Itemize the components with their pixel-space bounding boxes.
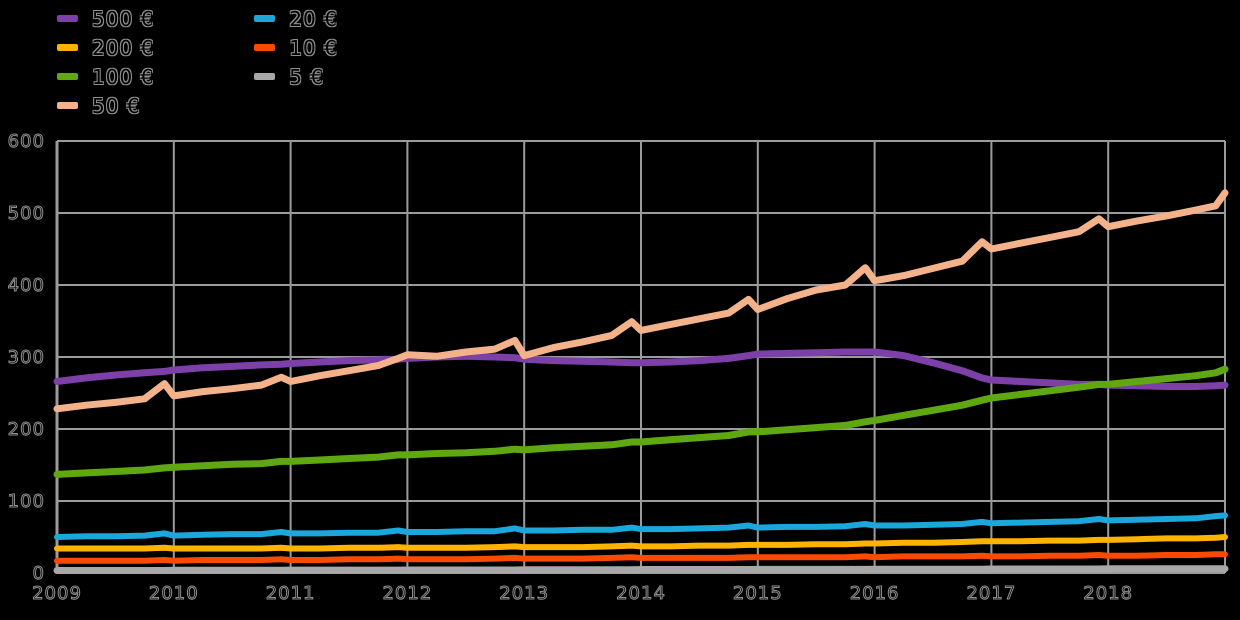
legend-swatch-500 — [57, 15, 78, 22]
legend-label-100: 100 € — [92, 64, 155, 89]
x-tick-label-2017: 2017 — [966, 583, 1016, 604]
x-tick-label-2009: 2009 — [32, 583, 82, 604]
legend-label-500: 500 € — [92, 6, 155, 31]
x-tick-label-2018: 2018 — [1083, 583, 1133, 604]
legend-label-10: 10 € — [289, 35, 338, 60]
series-line-5 — [53, 565, 1229, 574]
legend-item-50: 50 € — [57, 91, 154, 120]
series-line-10 — [54, 551, 1228, 564]
y-tick-label-500: 500 — [8, 203, 45, 224]
legend-label-200: 200 € — [92, 35, 155, 60]
x-tick-label-2013: 2013 — [499, 583, 549, 604]
axis-tick-labels: 0 100 200 300 400 500 600 2009 2010 2011 2012 2013 2… — [7, 131, 1133, 605]
series-line-20 — [54, 512, 1228, 540]
y-tick-label-400: 400 — [8, 275, 45, 296]
legend-label-20: 20 € — [289, 6, 338, 31]
legend-swatch-10 — [254, 44, 276, 51]
series-line-500 — [53, 348, 1229, 390]
series-line-200 — [54, 534, 1228, 552]
legend-swatch-5 — [254, 73, 276, 80]
series-line-50 — [53, 189, 1229, 413]
legend-item-100: 100 € — [57, 62, 154, 91]
legend-item-10: 10 € — [254, 33, 338, 62]
legend-label-5: 5 € — [289, 64, 325, 89]
legend-label-50: 50 € — [92, 93, 141, 118]
x-tick-label-2015: 2015 — [733, 583, 783, 604]
legend-column-1: 500 € 200 € 100 € 50 € — [57, 4, 154, 120]
y-tick-label-0: 0 — [33, 563, 45, 584]
legend-swatch-20 — [254, 15, 276, 22]
legend-item-200: 200 € — [57, 33, 154, 62]
legend-item-500: 500 € — [57, 4, 154, 33]
chart-legend: 500 € 200 € 100 € 50 € 20 € 10 € — [57, 4, 338, 120]
x-tick-label-2014: 2014 — [616, 583, 666, 604]
legend-swatch-100 — [57, 73, 78, 80]
y-tick-label-600: 600 — [8, 131, 45, 152]
series-line-100 — [53, 365, 1229, 478]
x-tick-label-2011: 2011 — [266, 583, 316, 604]
legend-item-20: 20 € — [254, 4, 338, 33]
x-tick-label-2012: 2012 — [382, 583, 432, 604]
legend-column-2: 20 € 10 € 5 € — [254, 4, 338, 120]
legend-item-5: 5 € — [254, 62, 338, 91]
y-tick-label-100: 100 — [8, 491, 45, 512]
legend-swatch-200 — [57, 44, 78, 51]
series-lines — [53, 189, 1229, 574]
legend-swatch-50 — [57, 102, 78, 109]
x-tick-label-2016: 2016 — [850, 583, 900, 604]
x-tick-label-2010: 2010 — [149, 583, 199, 604]
y-tick-label-200: 200 — [8, 419, 45, 440]
gridlines — [55, 140, 1226, 574]
y-tick-label-300: 300 — [8, 347, 45, 368]
